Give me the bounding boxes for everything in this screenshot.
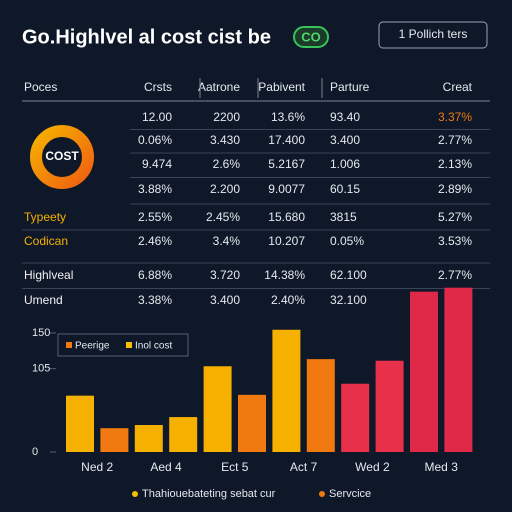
cell: 14.38% — [264, 268, 305, 282]
cell: 3.400 — [330, 133, 360, 147]
cell: 3.4% — [213, 234, 241, 248]
cell: 0.06% — [138, 133, 172, 147]
column-header: Crsts — [144, 80, 172, 94]
bar — [66, 395, 94, 452]
logo-badge — [293, 26, 329, 48]
legend-dot — [132, 491, 138, 497]
cell: 1.006 — [330, 157, 360, 171]
row-label: Codican — [24, 234, 68, 248]
cell: 0.05% — [330, 234, 364, 248]
donut — [30, 125, 94, 189]
button-label[interactable]: 1 Pollich ters — [399, 27, 468, 41]
legend-label: Peerige — [75, 341, 110, 352]
cell: 93.40 — [330, 110, 360, 124]
y-tick-label: 0 — [32, 446, 38, 458]
x-tick-label: Med 3 — [425, 460, 459, 474]
cell: 3.430 — [210, 133, 240, 147]
bar — [203, 366, 232, 452]
cell: 32.100 — [330, 293, 367, 307]
x-tick-label: Ned 2 — [81, 460, 113, 474]
cell: 15.680 — [268, 210, 305, 224]
cell: 3.720 — [210, 268, 240, 282]
bar — [134, 425, 163, 452]
cell: 5.2167 — [268, 157, 305, 171]
x-tick-label: Ect 5 — [221, 460, 249, 474]
legend-box — [57, 333, 189, 357]
cell: 3.53% — [438, 234, 472, 248]
legend-dot — [319, 491, 325, 497]
cell: 9.0077 — [268, 182, 305, 196]
cell: 2.40% — [271, 293, 305, 307]
cell: 62.100 — [330, 268, 367, 282]
cell: 2.200 — [210, 182, 240, 196]
column-header: Pabivent — [258, 80, 305, 94]
bar — [100, 428, 129, 452]
bar — [375, 360, 404, 452]
cell: 10.207 — [268, 234, 305, 248]
cell: 2.55% — [138, 210, 172, 224]
cell: 6.88% — [138, 268, 172, 282]
legend-swatch — [66, 342, 72, 348]
cell: 3.38% — [138, 293, 172, 307]
column-header: Poces — [24, 80, 57, 94]
button[interactable] — [378, 21, 488, 49]
x-tick-label: Aed 4 — [150, 460, 182, 474]
y-tick-label: 150 — [32, 327, 50, 339]
legend-label: Thahiouebateting sebat cur — [142, 488, 276, 500]
cell: 5.27% — [438, 210, 472, 224]
donut-label: COST — [45, 149, 79, 163]
cell: 12.00 — [142, 110, 172, 124]
cell: 13.6% — [271, 110, 305, 124]
cell: 3.37% — [438, 110, 472, 124]
cell: 60.15 — [330, 182, 360, 196]
bar — [306, 359, 335, 452]
cell: 2.77% — [438, 268, 472, 282]
bar — [272, 329, 301, 452]
bar — [169, 417, 198, 452]
bar — [444, 287, 473, 452]
cell: 2.13% — [438, 157, 472, 171]
row-label: Typeety — [24, 210, 66, 224]
cell: 9.474 — [142, 157, 172, 171]
y-tick-label: 105 — [32, 363, 50, 375]
cell: 2.6% — [213, 157, 241, 171]
column-header: Creat — [443, 80, 473, 94]
cell: 3.88% — [138, 182, 172, 196]
cell: 17.400 — [268, 133, 305, 147]
cell: 2.89% — [438, 182, 472, 196]
cell: 2.77% — [438, 133, 472, 147]
bar — [341, 383, 370, 452]
legend-label: Inol cost — [135, 341, 172, 352]
x-tick-label: Wed 2 — [355, 460, 390, 474]
column-header: Aatrone — [198, 80, 240, 94]
bar — [410, 291, 438, 452]
cell: 2.46% — [138, 234, 172, 248]
logo: CO — [301, 29, 321, 44]
row-label: Umend — [24, 293, 63, 307]
bar — [238, 394, 266, 452]
legend-label: Servcice — [329, 488, 371, 500]
row-label: Highlveal — [24, 268, 73, 282]
cell: 2200 — [213, 110, 240, 124]
x-tick-label: Act 7 — [290, 460, 318, 474]
cell: 3815 — [330, 210, 357, 224]
legend-swatch — [126, 342, 132, 348]
cell: 2.45% — [206, 210, 240, 224]
title: Go.Highlvel al cost cist be — [22, 26, 271, 48]
cell: 3.400 — [210, 293, 240, 307]
column-header: Parture — [330, 80, 370, 94]
